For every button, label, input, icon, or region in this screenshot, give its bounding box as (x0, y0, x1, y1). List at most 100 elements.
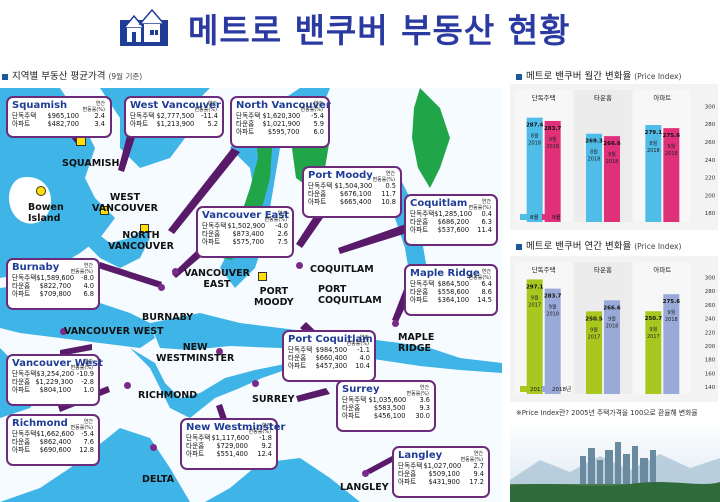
property-type: 아파트 (236, 128, 255, 136)
property-type: 아파트 (342, 412, 361, 420)
property-type: 타운홈 (186, 442, 205, 450)
region-price-row: 아파트 $595,700 6.0 (236, 128, 324, 136)
property-type: 타운홈 (410, 218, 429, 226)
bar-period-label: 8월 (649, 140, 657, 147)
label-squamish: SQUAMISH (62, 158, 120, 169)
yearly-section-label: 메트로 밴쿠버 연간 변화율 (Price Index) (516, 238, 681, 252)
region-name: Port Moody (308, 170, 373, 181)
region-unit-label: 연간 변동률(%) (70, 263, 93, 275)
bar-period-label: 9월 (649, 326, 657, 333)
property-type: 타운홈 (410, 288, 429, 296)
region-box-vancouver-east: Vancouver East 연간 변동률(%) 단독주택 $1,502,900 -4.… (196, 206, 294, 258)
legend-label: 2018년 (552, 385, 571, 393)
region-price-row: 아파트 $690,600 12.8 (12, 446, 94, 454)
y-tick-label: 200 (705, 193, 716, 199)
bar-value-label: 297.1 (526, 284, 544, 290)
y-tick-label: 260 (705, 303, 716, 309)
average-price: $431,900 (428, 478, 460, 486)
bar (604, 300, 620, 394)
coquitlam-dot-icon (296, 262, 303, 269)
annual-change: 2.7 (473, 462, 485, 470)
bar-period-label: 9월 (608, 151, 616, 158)
average-price: $665,400 (339, 198, 372, 206)
chart-column-bg (515, 262, 573, 394)
category-label: 아파트 (653, 265, 671, 274)
label-north-van: NORTH VANCOUVER (108, 230, 174, 252)
region-price-row: 아파트 $804,100 1.0 (12, 386, 94, 394)
bar-period-label: 2017 (647, 334, 660, 340)
category-label: 타운홈 (594, 93, 612, 102)
annual-change: -11.4 (200, 112, 218, 120)
bar-period-label: 2018 (665, 151, 678, 157)
average-price: $1,662,600 (36, 430, 75, 438)
annual-change: 6.0 (313, 128, 325, 136)
label-burnaby: BURNABY (142, 312, 194, 323)
label-port-coq: PORT COQUITLAM (318, 284, 382, 306)
price-section-label: 지역별 부동산 평균가격 (9월 기준) (2, 68, 142, 82)
region-box-port-moody: Port Moody 연간 변동률(%) 단독주택 $1,504,300 0.5 타운홈 $… (302, 166, 402, 218)
region-name: Langley (398, 450, 443, 461)
annual-change: 14.5 (477, 296, 492, 304)
annual-change: 7.6 (83, 438, 94, 446)
average-price: $1,589,600 (36, 274, 75, 282)
property-type: 아파트 (288, 362, 307, 370)
bar-period-label: 9월 (549, 136, 557, 143)
region-price-row: 단독주택 $965,100 2.4 (12, 112, 106, 120)
average-price: $558,600 (437, 288, 470, 296)
region-price-row: 타운홈 $583,500 9.3 (342, 404, 430, 412)
chart-column-bg (633, 262, 691, 394)
chart-column-bg (515, 90, 573, 222)
region-price-row: 타운홈 $509,100 9.4 (398, 470, 484, 478)
average-price: $1,285,100 (434, 210, 473, 218)
bowen-marker-icon (36, 186, 46, 196)
average-price: $1,502,900 (227, 222, 266, 230)
region-box-north-vancouver: North Vancouver 연간 변동률(%) 단독주택 $1,620,300 -5… (230, 96, 331, 148)
burnaby-dot-icon (158, 284, 165, 291)
bar-period-label: 2017 (528, 302, 541, 308)
category-label: 단독주택 (532, 93, 556, 102)
average-price: $364,100 (437, 296, 470, 304)
price-section-title: 지역별 부동산 평균가격 (12, 71, 106, 82)
y-tick-label: 300 (705, 104, 716, 110)
region-price-row: 타운홈 $676,100 11.7 (308, 190, 396, 198)
bar-value-label: 266.6 (603, 141, 621, 147)
legend-swatch (520, 386, 528, 392)
region-price-row: 단독주택 $984,500 -1.1 (288, 346, 370, 354)
region-price-row: 아파트 $431,900 17.2 (398, 478, 484, 486)
legend-label: 8월 (530, 213, 539, 221)
region-price-row: 단독주택 $1,502,900 -4.0 (202, 222, 288, 230)
annual-change: -1.8 (259, 434, 272, 442)
region-name: Burnaby (12, 262, 60, 273)
y-tick-label: 260 (705, 140, 716, 146)
region-unit-label: 연간 변동률(%) (406, 385, 429, 397)
average-price: $676,100 (339, 190, 372, 198)
annual-change: 10.4 (355, 362, 370, 370)
chart-column-bg (633, 90, 691, 222)
region-unit-label: 연간 변동률(%) (460, 451, 483, 463)
region-name: Maple Ridge (410, 268, 480, 279)
region-unit-label: 연간 변동률(%) (300, 101, 323, 113)
region-price-row: 단독주택 $864,500 6.4 (410, 280, 492, 288)
annual-change: 5.2 (207, 120, 219, 128)
bar-period-label: 9월 (549, 304, 557, 311)
bar (604, 136, 620, 222)
property-type: 타운홈 (12, 378, 31, 386)
region-name: New Westminster (186, 422, 286, 433)
region-unit-label: 연간 변동률(%) (264, 211, 287, 223)
bar (645, 125, 662, 222)
bar-value-label: 275.6 (663, 133, 681, 139)
property-type: 아파트 (186, 450, 205, 458)
average-price: $1,027,000 (423, 462, 462, 470)
average-price: $583,500 (373, 404, 406, 412)
label-coquitlam: COQUITLAM (310, 264, 374, 275)
annual-change: 12.8 (79, 446, 94, 454)
average-price: $1,620,300 (262, 112, 301, 120)
label-maple-ridge: MAPLE RIDGE (398, 332, 435, 354)
region-price-row: 아파트 $537,600 11.4 (410, 226, 492, 234)
bullet-icon (516, 73, 522, 80)
property-type: 아파트 (130, 120, 149, 128)
average-price: $1,504,300 (334, 182, 373, 190)
annual-change: 17.2 (469, 478, 484, 486)
annual-change: 6.3 (481, 218, 492, 226)
region-price-row: 단독주택 $1,035,600 3.6 (342, 396, 430, 404)
